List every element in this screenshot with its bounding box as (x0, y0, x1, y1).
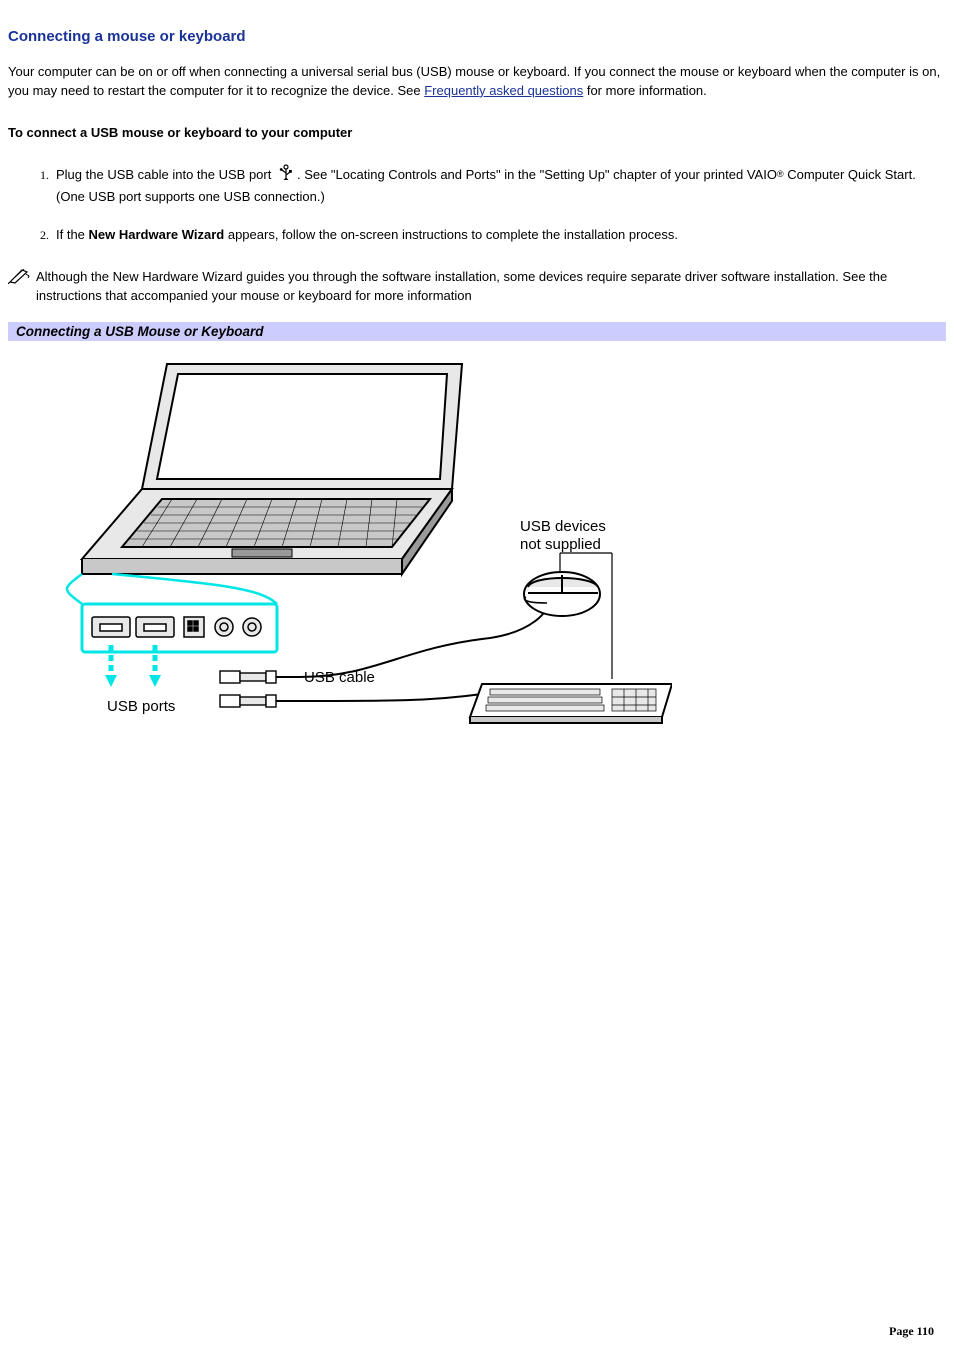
note: Although the New Hardware Wizard guides … (8, 268, 946, 306)
step-1: Plug the USB cable into the USB port . S… (52, 164, 946, 207)
usb-icon (277, 164, 295, 188)
note-icon (8, 268, 30, 290)
section-subheading: To connect a USB mouse or keyboard to yo… (8, 125, 946, 140)
note-text: Although the New Hardware Wizard guides … (36, 268, 946, 306)
step-2: If the New Hardware Wizard appears, foll… (52, 225, 946, 245)
faq-link[interactable]: Frequently asked questions (424, 83, 583, 98)
step-1-post: . See "Locating Controls and Ports" in t… (297, 167, 777, 182)
step-1-pre: Plug the USB cable into the USB port (56, 167, 275, 182)
figure-title: Connecting a USB Mouse or Keyboard (8, 322, 946, 341)
label-usb-ports: USB ports (107, 698, 175, 715)
label-usb-devices-2: not supplied (520, 536, 601, 553)
steps-list: Plug the USB cable into the USB port . S… (8, 164, 946, 245)
step-2-bold: New Hardware Wizard (89, 227, 225, 242)
step-2-pre: If the (56, 227, 89, 242)
page-title: Connecting a mouse or keyboard (8, 28, 946, 45)
label-usb-devices-1: USB devices (520, 518, 606, 535)
registered-mark: ® (777, 169, 784, 179)
page-number: Page 110 (889, 1324, 934, 1339)
step-2-post: appears, follow the on-screen instructio… (224, 227, 678, 242)
figure: USB ports USB cable (8, 341, 946, 732)
intro-post: for more information. (583, 83, 707, 98)
intro-paragraph: Your computer can be on or off when conn… (8, 63, 946, 101)
